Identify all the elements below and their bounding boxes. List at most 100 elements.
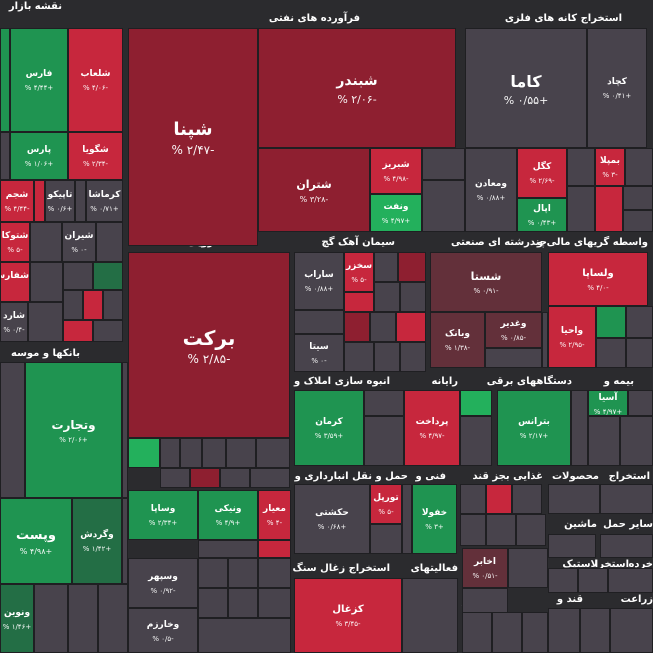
treemap-tile[interactable]: تورپل -۵ % (370, 484, 402, 524)
treemap-tile[interactable] (522, 612, 548, 653)
treemap-tile[interactable] (422, 148, 465, 180)
treemap-tile[interactable] (600, 484, 653, 514)
treemap-tile[interactable] (96, 222, 123, 262)
treemap-tile[interactable]: وخارزم -۰/۵ % (128, 608, 198, 653)
treemap-tile[interactable] (402, 578, 458, 653)
treemap-tile[interactable]: معیار -۴ % (258, 490, 291, 540)
treemap-tile[interactable]: وتجارت +۲/۰۶ % (25, 362, 122, 498)
treemap-tile[interactable]: حکشتی +۰/۶۸ % (294, 484, 370, 554)
treemap-tile[interactable]: سیتا -۰ % (294, 334, 344, 372)
treemap-tile[interactable]: کاما +۰/۵۵ % (465, 28, 587, 148)
treemap-tile[interactable] (160, 468, 190, 488)
treemap-tile[interactable] (548, 484, 600, 514)
treemap-tile[interactable] (220, 468, 250, 488)
treemap-tile[interactable]: ونفت +۴/۹۷ % (370, 194, 422, 232)
treemap-tile[interactable] (34, 180, 45, 222)
treemap-tile[interactable] (402, 484, 412, 554)
treemap-tile[interactable] (400, 282, 426, 312)
treemap-tile[interactable]: خفولا +۳ % (412, 484, 457, 554)
treemap-tile[interactable] (620, 416, 653, 466)
treemap-tile[interactable] (462, 612, 492, 653)
treemap-tile[interactable]: بمپلا -۳ % (595, 148, 625, 186)
treemap-tile[interactable]: سخزر -۵ % (344, 252, 374, 292)
treemap-tile[interactable] (128, 438, 160, 468)
treemap-tile[interactable] (103, 290, 123, 320)
treemap-tile[interactable]: شفارس (0, 262, 30, 302)
treemap-tile[interactable] (0, 132, 10, 180)
treemap-tile[interactable]: فارس +۴/۴۴ % (10, 28, 68, 132)
treemap-tile[interactable]: برکت -۲/۸۵ % (128, 252, 290, 438)
treemap-tile[interactable] (0, 28, 10, 132)
treemap-tile[interactable] (596, 338, 626, 368)
treemap-tile[interactable] (75, 180, 86, 222)
treemap-tile[interactable] (460, 390, 492, 416)
treemap-tile[interactable]: شستا -۰/۹۱ % (430, 252, 542, 312)
treemap-tile[interactable] (588, 416, 620, 466)
treemap-tile[interactable] (344, 292, 374, 312)
treemap-tile[interactable] (626, 338, 653, 368)
treemap-tile[interactable] (258, 540, 291, 558)
treemap-tile[interactable] (374, 342, 400, 372)
treemap-tile[interactable]: ونوین +۱/۴۶ % (0, 584, 34, 653)
treemap-tile[interactable] (30, 222, 62, 262)
treemap-tile[interactable] (486, 514, 516, 546)
treemap-tile[interactable] (98, 584, 128, 653)
treemap-tile[interactable] (580, 608, 610, 653)
treemap-tile[interactable] (93, 320, 123, 342)
treemap-tile[interactable] (190, 468, 220, 488)
treemap-tile[interactable] (180, 438, 202, 468)
treemap-tile[interactable]: شیران -۰ % (62, 222, 96, 262)
treemap-tile[interactable] (512, 484, 542, 514)
treemap-tile[interactable] (0, 362, 25, 498)
treemap-tile[interactable]: تاپیکو +۰/۶ % (45, 180, 75, 222)
treemap-tile[interactable]: ساراب +۰/۸۸ % (294, 252, 344, 310)
treemap-tile[interactable] (374, 282, 400, 312)
treemap-tile[interactable] (460, 484, 486, 514)
treemap-tile[interactable] (28, 302, 63, 342)
treemap-tile[interactable] (596, 306, 626, 338)
treemap-tile[interactable] (344, 342, 374, 372)
treemap-tile[interactable] (623, 186, 653, 210)
treemap-tile[interactable] (516, 514, 546, 546)
treemap-tile[interactable] (460, 416, 492, 466)
treemap-tile[interactable] (198, 618, 291, 653)
treemap-tile[interactable]: کرماشا +۰/۷۱ % (86, 180, 123, 222)
treemap-tile[interactable] (256, 438, 290, 468)
treemap-tile[interactable] (548, 534, 596, 558)
treemap-tile[interactable]: وساپا +۲/۳۴ % (128, 490, 198, 540)
treemap-tile[interactable] (63, 320, 93, 342)
treemap-tile[interactable] (398, 252, 426, 282)
treemap-tile[interactable] (258, 558, 291, 588)
treemap-tile[interactable]: وبانک -۱/۳۸ % (430, 312, 485, 368)
treemap-tile[interactable] (595, 186, 623, 232)
treemap-tile[interactable] (567, 186, 595, 232)
treemap-tile[interactable] (600, 534, 653, 558)
treemap-tile[interactable]: شلعاب -۴/۰۶ % (68, 28, 123, 132)
treemap-tile[interactable]: شبندر -۲/۰۶ % (258, 28, 456, 148)
treemap-tile[interactable] (122, 362, 128, 498)
treemap-tile[interactable] (623, 210, 653, 232)
treemap-tile[interactable] (93, 262, 123, 290)
treemap-tile[interactable] (396, 312, 426, 342)
treemap-tile[interactable] (198, 588, 228, 618)
treemap-tile[interactable]: وگردش +۱/۴۲ % (72, 498, 122, 584)
treemap-tile[interactable] (567, 148, 595, 186)
treemap-tile[interactable]: کگل -۲/۶۹ % (517, 148, 567, 198)
treemap-tile[interactable] (122, 498, 128, 584)
treemap-tile[interactable] (364, 416, 404, 466)
treemap-tile[interactable]: کرمان +۳/۵۹ % (294, 390, 364, 466)
treemap-tile[interactable] (226, 438, 256, 468)
treemap-tile[interactable] (258, 588, 291, 618)
treemap-tile[interactable] (571, 390, 588, 466)
treemap-tile[interactable] (364, 390, 404, 416)
treemap-tile[interactable] (34, 584, 68, 653)
treemap-tile[interactable] (294, 310, 344, 334)
treemap-tile[interactable]: اپال +۰/۴۳ % (517, 198, 567, 232)
treemap-tile[interactable] (198, 540, 258, 558)
treemap-tile[interactable]: شارد -۰/۴ % (0, 302, 28, 342)
treemap-tile[interactable] (63, 262, 93, 290)
treemap-tile[interactable] (228, 558, 258, 588)
treemap-tile[interactable] (608, 568, 653, 593)
treemap-tile[interactable]: واحیا -۲/۹۵ % (548, 306, 596, 368)
treemap-tile[interactable]: کزغال -۳/۴۵ % (294, 578, 402, 653)
